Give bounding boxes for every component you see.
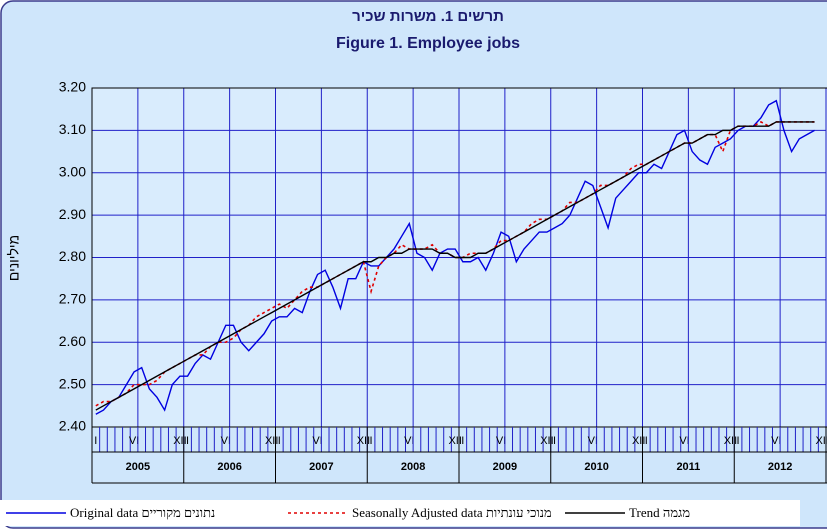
year-label: 2011 — [676, 461, 700, 473]
year-label: 2012 — [768, 461, 792, 473]
legend-box — [0, 500, 800, 526]
x-tick-label: I — [645, 435, 648, 447]
x-tick-label: VI — [771, 435, 781, 447]
x-tick-label: VI — [679, 435, 689, 447]
year-label: 2009 — [493, 461, 517, 473]
y-tick-label: 2.90 — [59, 206, 86, 222]
x-tick-label: XII — [265, 435, 278, 447]
y-tick-label: 2.40 — [59, 418, 86, 434]
x-tick-label: XII — [724, 435, 737, 447]
x-tick-label: VI — [496, 435, 506, 447]
x-tick-label: I — [94, 435, 97, 447]
chart-title: תרשים 1. משרות שכיר — [352, 8, 504, 25]
x-tick-label: I — [370, 435, 373, 447]
year-label: 2006 — [217, 461, 241, 473]
x-tick-label: VI — [312, 435, 322, 447]
plot-border — [91, 87, 827, 428]
x-tick-label: XII — [173, 435, 186, 447]
x-tick-label: XII — [357, 435, 370, 447]
y-tick-label: 2.70 — [59, 291, 86, 307]
year-label: 2007 — [309, 461, 333, 473]
y-tick-label: 2.60 — [59, 333, 86, 349]
x-tick-label: I — [553, 435, 556, 447]
year-label: 2008 — [401, 461, 425, 473]
x-tick-label: I — [278, 435, 281, 447]
x-tick-label: XII — [448, 435, 461, 447]
legend-label: Trend מגמה — [629, 505, 690, 520]
chart-subtitle: Figure 1. Employee jobs — [336, 35, 520, 52]
y-tick-label: 3.20 — [59, 79, 86, 95]
x-tick-label: VI — [404, 435, 414, 447]
x-tick-label: VI — [129, 435, 139, 447]
y-tick-label: 2.80 — [59, 248, 86, 264]
x-tick-label: XII — [540, 435, 553, 447]
x-tick-label: VI — [221, 435, 231, 447]
series-line — [95, 99, 815, 415]
series-line — [95, 121, 815, 411]
y-tick-label: 3.00 — [59, 163, 86, 179]
x-tick-label: VI — [588, 435, 598, 447]
x-tick-label: I — [737, 435, 740, 447]
y-tick-label: 2.50 — [59, 375, 86, 391]
y-axis-label: מיליונים — [6, 235, 22, 281]
y-tick-label: 3.10 — [59, 121, 86, 137]
year-label: 2010 — [584, 461, 608, 473]
year-label: 2005 — [126, 461, 150, 473]
x-tick-label: I — [461, 435, 464, 447]
x-tick-label: I — [186, 435, 189, 447]
legend-label: Seasonally Adjusted data מנוכי עונתיות — [352, 505, 552, 520]
x-tick-label: XII — [815, 435, 827, 447]
legend-label: Original data נתונים מקוריים — [70, 505, 215, 520]
x-tick-label: XII — [632, 435, 645, 447]
